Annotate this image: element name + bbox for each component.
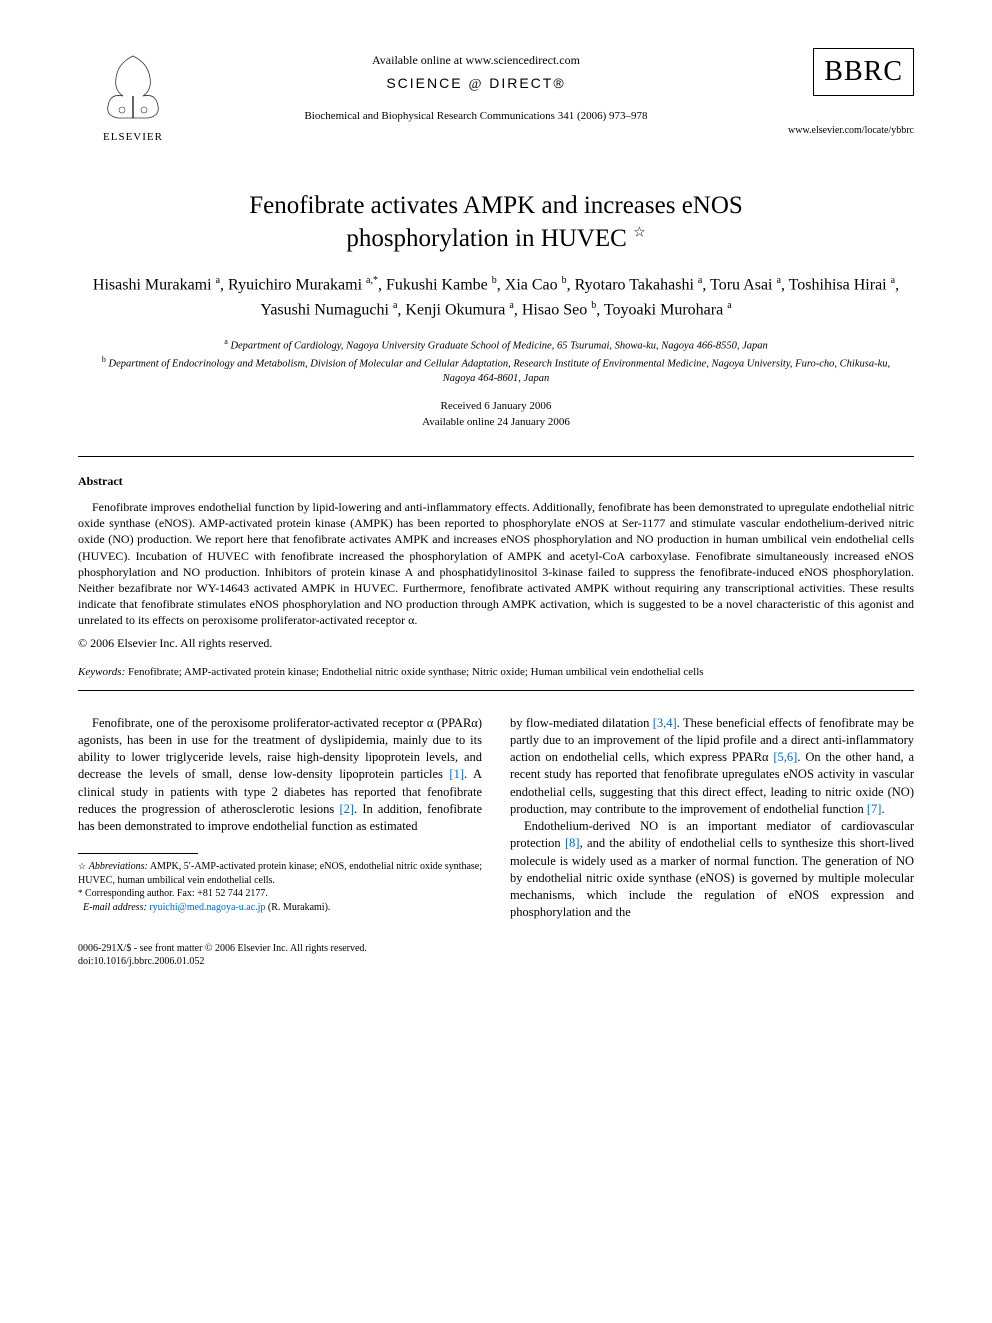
footnote-abbrev: ☆ Abbreviations: AMPK, 5′-AMP-activated … [78, 860, 482, 887]
title-footnote-icon: ☆ [633, 226, 646, 241]
abstract-body: Fenofibrate improves endothelial functio… [78, 499, 914, 629]
intro-paragraph-1-cont: by flow-mediated dilatation [3,4]. These… [510, 715, 914, 819]
keywords-line: Keywords: Fenofibrate; AMP-activated pro… [78, 665, 914, 680]
ref-link-3-4[interactable]: [3,4] [653, 716, 677, 730]
abbrev-label: Abbreviations: [89, 861, 148, 872]
email-link[interactable]: ryuichi@med.nagoya-u.ac.jp [149, 902, 265, 913]
ref-link-2[interactable]: [2] [339, 802, 354, 816]
footer-copyright: 0006-291X/$ - see front matter © 2006 El… [78, 942, 914, 955]
affil-b-text: Department of Endocrinology and Metaboli… [108, 359, 890, 385]
locate-url: www.elsevier.com/locate/ybbrc [764, 124, 914, 138]
ref-link-8[interactable]: [8] [565, 836, 580, 850]
bbrc-text: BBRC [824, 56, 903, 87]
sd-word1: SCIENCE [386, 75, 462, 91]
affiliation-b: b Department of Endocrinology and Metabo… [98, 354, 894, 387]
ref-link-5-6[interactable]: [5,6] [773, 750, 797, 764]
elsevier-block: ELSEVIER [78, 48, 188, 144]
affil-a-text: Department of Cardiology, Nagoya Univers… [230, 341, 767, 352]
affiliation-a: a Department of Cardiology, Nagoya Unive… [98, 336, 894, 354]
footnote-corresponding: * Corresponding author. Fax: +81 52 744 … [78, 887, 482, 901]
title-line1: Fenofibrate activates AMPK and increases… [249, 192, 743, 219]
divider-bottom [78, 690, 914, 691]
ref-link-7[interactable]: [7] [867, 802, 882, 816]
column-left: Fenofibrate, one of the peroxisome proli… [78, 715, 482, 922]
corr-text: Corresponding author. Fax: +81 52 744 21… [85, 888, 268, 899]
sd-word2: DIRECT [489, 75, 553, 91]
footnote-email: E-mail address: ryuichi@med.nagoya-u.ac.… [78, 901, 482, 915]
page-header: ELSEVIER Available online at www.science… [78, 48, 914, 144]
header-right: BBRC www.elsevier.com/locate/ybbrc [764, 48, 914, 137]
journal-citation: Biochemical and Biophysical Research Com… [188, 109, 764, 124]
keywords-label: Keywords: [78, 666, 125, 678]
available-online-text: Available online at www.sciencedirect.co… [188, 52, 764, 68]
body-columns: Fenofibrate, one of the peroxisome proli… [78, 715, 914, 922]
sciencedirect-logo: SCIENCE @ DIRECT® [188, 74, 764, 95]
keywords-text: Fenofibrate; AMP-activated protein kinas… [128, 666, 704, 678]
footnotes: ☆ Abbreviations: AMPK, 5′-AMP-activated … [78, 860, 482, 914]
sd-d-icon: @ [468, 77, 483, 92]
abstract-text: Fenofibrate improves endothelial functio… [78, 500, 914, 627]
online-date: Available online 24 January 2006 [78, 415, 914, 430]
sd-reg-icon: ® [553, 75, 565, 91]
bbrc-logo-box: BBRC [813, 48, 914, 96]
column-right: by flow-mediated dilatation [3,4]. These… [510, 715, 914, 922]
abstract-heading: Abstract [78, 473, 914, 489]
paper-title: Fenofibrate activates AMPK and increases… [78, 190, 914, 255]
email-label: E-mail address: [83, 902, 147, 913]
affiliations: a Department of Cardiology, Nagoya Unive… [78, 336, 914, 387]
email-author: (R. Murakami). [268, 902, 331, 913]
footnote-star-icon: ☆ [78, 861, 86, 871]
intro-paragraph-1: Fenofibrate, one of the peroxisome proli… [78, 715, 482, 836]
article-dates: Received 6 January 2006 Available online… [78, 399, 914, 430]
received-date: Received 6 January 2006 [78, 399, 914, 414]
ref-link-1[interactable]: [1] [449, 767, 464, 781]
elsevier-label: ELSEVIER [78, 130, 188, 145]
elsevier-tree-icon [98, 48, 168, 123]
author-list: Hisashi Murakami a, Ryuichiro Murakami a… [78, 273, 914, 322]
divider-top [78, 456, 914, 457]
header-center: Available online at www.sciencedirect.co… [188, 48, 764, 124]
title-line2: phosphorylation in HUVEC [346, 225, 627, 252]
copyright-line: © 2006 Elsevier Inc. All rights reserved… [78, 635, 914, 651]
footnote-rule [78, 853, 198, 854]
title-block: Fenofibrate activates AMPK and increases… [78, 190, 914, 255]
page-footer: 0006-291X/$ - see front matter © 2006 El… [78, 942, 914, 968]
footer-doi: doi:10.1016/j.bbrc.2006.01.052 [78, 955, 914, 968]
footnote-asterisk-icon: * [78, 888, 83, 898]
intro-paragraph-2: Endothelium-derived NO is an important m… [510, 818, 914, 922]
